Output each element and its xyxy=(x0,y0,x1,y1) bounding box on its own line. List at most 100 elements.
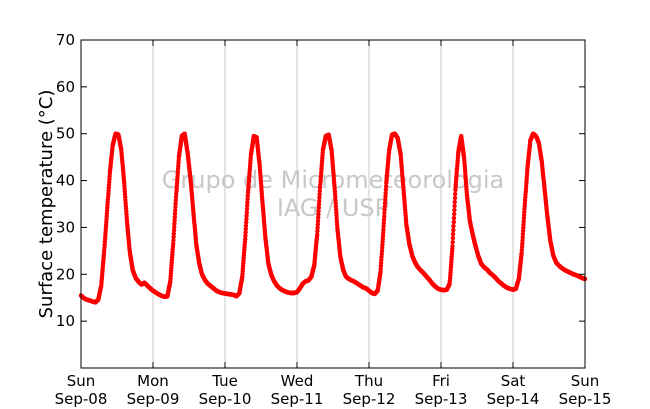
x-tick-day: Sun xyxy=(67,372,96,390)
data-point xyxy=(171,238,176,243)
data-point xyxy=(172,211,178,216)
x-tick-day: Tue xyxy=(211,372,238,390)
x-tick-date: Sep-09 xyxy=(127,390,180,408)
data-point xyxy=(171,228,177,233)
data-point xyxy=(316,205,321,210)
x-tick-date: Sep-13 xyxy=(415,390,468,408)
data-point xyxy=(382,204,387,209)
data-point xyxy=(452,199,457,205)
x-axis-ticks: SunSep-08MonSep-09TueSep-10WedSep-11ThuS… xyxy=(55,40,612,408)
data-point xyxy=(520,231,526,237)
data-point xyxy=(245,193,250,198)
data-point xyxy=(316,202,322,207)
data-point xyxy=(171,231,176,236)
data-point xyxy=(172,221,177,226)
data-point xyxy=(381,227,386,232)
data-point xyxy=(173,198,178,203)
data-point xyxy=(521,222,526,227)
data-point xyxy=(317,188,322,194)
data-point xyxy=(316,212,321,217)
data-point xyxy=(245,200,250,205)
data-point xyxy=(521,216,527,221)
data-point xyxy=(382,210,387,216)
x-tick-day: Sun xyxy=(571,372,600,390)
y-axis-ticks: 10 20 30 40 50 60 70 xyxy=(56,31,585,330)
data-points xyxy=(78,131,588,305)
x-tick-date: Sep-14 xyxy=(487,390,540,408)
data-point xyxy=(173,208,178,213)
x-tick-day: Thu xyxy=(354,372,383,390)
data-point xyxy=(171,241,176,246)
x-tick-date: Sep-08 xyxy=(55,390,108,408)
data-point xyxy=(383,194,388,199)
data-point xyxy=(244,213,249,218)
data-point xyxy=(315,222,320,227)
y-axis-title: Surface temperature (°C) xyxy=(36,90,57,319)
x-tick-day: Wed xyxy=(281,372,314,390)
data-point xyxy=(245,196,250,202)
x-tick-date: Sep-12 xyxy=(343,390,396,408)
data-point xyxy=(521,225,526,230)
data-point xyxy=(519,247,524,253)
data-point xyxy=(244,216,249,222)
data-point xyxy=(243,223,249,228)
x-tick-date: Sep-15 xyxy=(559,390,612,408)
y-tick-label: 30 xyxy=(56,218,75,236)
data-point xyxy=(383,190,388,196)
data-point xyxy=(315,228,320,234)
data-point xyxy=(315,232,320,237)
data-point xyxy=(450,240,455,245)
data-point xyxy=(450,244,455,249)
x-tick-date: Sep-11 xyxy=(271,390,324,408)
data-point xyxy=(172,214,177,220)
data-point xyxy=(383,197,388,202)
data-point xyxy=(519,251,524,256)
data-point xyxy=(520,241,525,246)
x-tick-day: Mon xyxy=(137,372,169,390)
plot-background xyxy=(81,40,585,368)
x-tick-day: Sat xyxy=(501,372,526,390)
data-point xyxy=(383,187,389,192)
data-point xyxy=(452,203,457,209)
data-point xyxy=(245,203,250,208)
data-point xyxy=(452,195,458,201)
data-point xyxy=(172,218,177,223)
data-point xyxy=(381,217,387,222)
y-tick-label: 50 xyxy=(56,125,75,143)
data-point xyxy=(381,220,386,226)
data-point xyxy=(172,224,177,230)
data-point xyxy=(520,238,525,243)
x-tick-date: Sep-10 xyxy=(199,390,252,408)
data-point xyxy=(243,230,248,235)
data-point xyxy=(521,219,526,224)
data-point xyxy=(382,207,387,212)
data-point xyxy=(452,211,457,217)
data-point xyxy=(453,191,458,197)
data-point xyxy=(317,198,322,204)
data-point xyxy=(451,227,456,233)
watermark-line: IAG / USP xyxy=(277,194,389,222)
data-point xyxy=(316,208,321,214)
x-tick-day: Fri xyxy=(432,372,450,390)
data-point xyxy=(382,214,387,219)
data-point xyxy=(317,195,322,200)
y-tick-label: 60 xyxy=(56,78,75,96)
data-point xyxy=(171,234,176,240)
data-point xyxy=(382,200,388,206)
y-tick-label: 70 xyxy=(56,31,75,49)
vertical-grid xyxy=(152,40,514,368)
data-point xyxy=(520,235,525,240)
data-point xyxy=(381,224,386,229)
data-point xyxy=(522,209,527,215)
data-point xyxy=(451,219,456,225)
y-tick-label: 20 xyxy=(56,265,75,283)
data-point xyxy=(173,201,178,206)
y-tick-label: 40 xyxy=(56,172,75,190)
data-point xyxy=(244,220,249,225)
data-point xyxy=(244,210,249,215)
data-point xyxy=(451,215,457,221)
data-point xyxy=(450,235,456,241)
data-point xyxy=(383,184,389,189)
data-point xyxy=(315,225,320,230)
